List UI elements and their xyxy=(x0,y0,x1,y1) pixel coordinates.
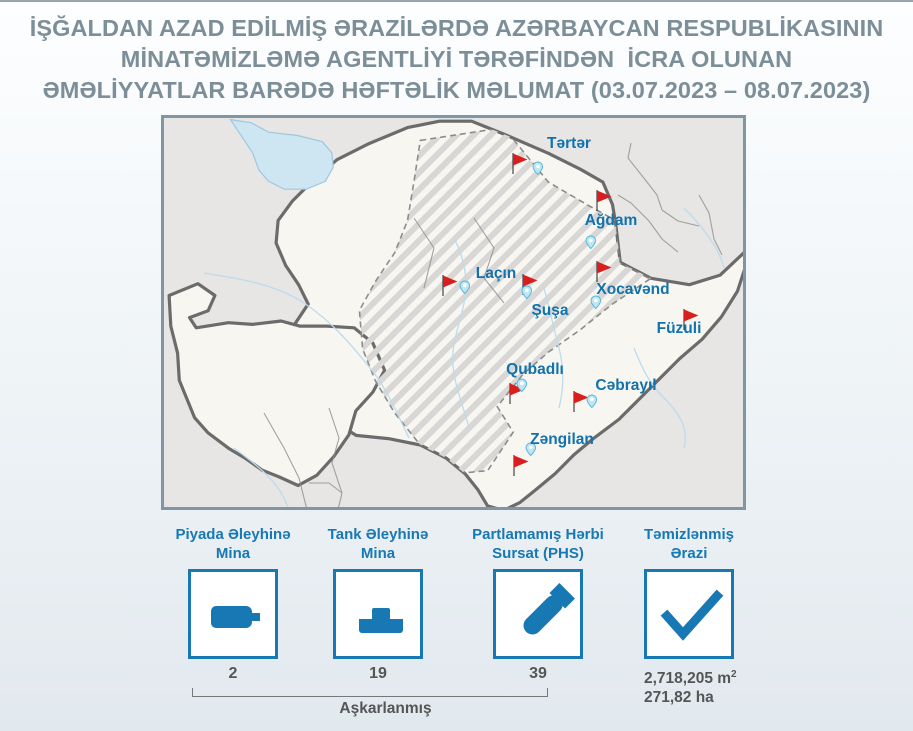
svg-text:Şuşa: Şuşa xyxy=(531,302,568,319)
svg-text:Ağdam: Ağdam xyxy=(585,212,638,229)
svg-text:Xocavənd: Xocavənd xyxy=(596,281,669,298)
svg-text:Laçın: Laçın xyxy=(476,265,516,282)
svg-text:Zəngilan: Zəngilan xyxy=(530,431,594,448)
svg-text:Füzuli: Füzuli xyxy=(657,320,702,337)
svg-text:Tərtər: Tərtər xyxy=(547,135,591,152)
svg-text:Qubadlı: Qubadlı xyxy=(506,361,564,378)
svg-text:Cəbrayıl: Cəbrayıl xyxy=(595,377,656,394)
